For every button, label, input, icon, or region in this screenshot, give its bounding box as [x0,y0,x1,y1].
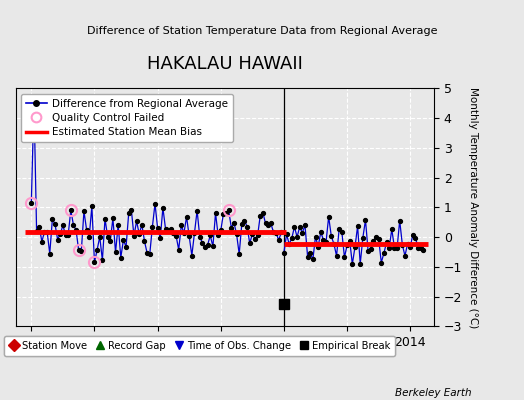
Text: Berkeley Earth: Berkeley Earth [395,388,472,398]
Y-axis label: Monthly Temperature Anomaly Difference (°C): Monthly Temperature Anomaly Difference (… [467,87,477,328]
Text: Difference of Station Temperature Data from Regional Average: Difference of Station Temperature Data f… [87,26,437,36]
Title: HAKALAU HAWAII: HAKALAU HAWAII [147,55,303,73]
Legend: Station Move, Record Gap, Time of Obs. Change, Empirical Break: Station Move, Record Gap, Time of Obs. C… [4,336,395,356]
